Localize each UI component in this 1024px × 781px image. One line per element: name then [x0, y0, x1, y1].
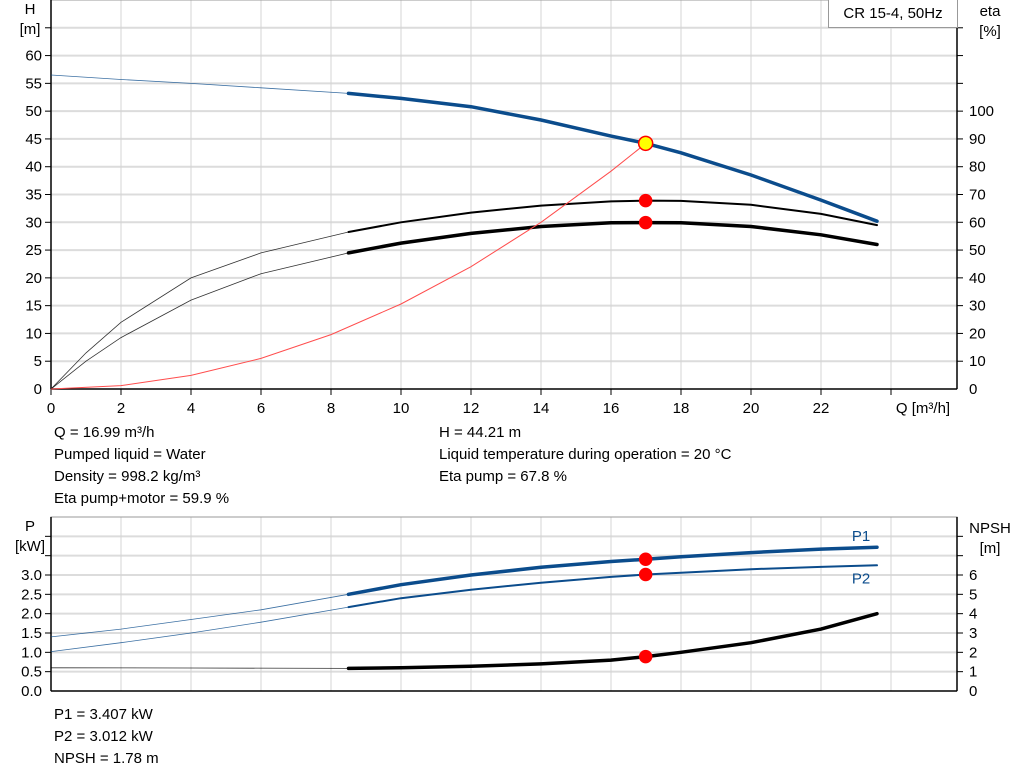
x-tick-label: 14 — [533, 400, 550, 417]
eta_pump_motor-curve — [346, 220, 879, 255]
p1-curve-label: P1 — [852, 528, 870, 545]
npsh-curve — [346, 611, 879, 671]
x-tick-label: 10 — [393, 400, 410, 417]
qh-right-tick-label: 90 — [969, 131, 986, 148]
power-left-axis-label: P — [25, 518, 35, 535]
qh-left-tick-label: 60 — [25, 48, 42, 65]
qh-left-tick-label: 10 — [25, 325, 42, 342]
x-tick-label: 12 — [463, 400, 480, 417]
power-right-axis-label: NPSH — [969, 520, 1011, 537]
qh-left-tick-label: 5 — [34, 353, 42, 370]
qh-left-tick-label: 50 — [25, 103, 42, 120]
qh-right-tick-label: 40 — [969, 270, 986, 287]
head-curve-extrapolated — [50, 74, 349, 94]
info-head: H = 44.21 m — [439, 424, 522, 441]
power-right-tick-label: 3 — [969, 625, 977, 642]
npsh-curve-extrapolated — [50, 667, 349, 669]
qh-left-tick-label: 30 — [25, 214, 42, 231]
qh-left-axis-label: [m] — [20, 21, 41, 38]
duty-point-marker — [638, 193, 653, 208]
power-left-tick-label: 0.5 — [21, 664, 42, 681]
qh-right-tick-label: 100 — [969, 103, 994, 120]
head-curve — [346, 91, 879, 223]
qh-right-tick-label: 30 — [969, 298, 986, 315]
x-axis-label: Q [m³/h] — [896, 400, 950, 417]
qh-left-tick-label: 35 — [25, 187, 42, 204]
x-tick-label: 0 — [47, 400, 55, 417]
power-left-axis-label: [kW] — [15, 538, 45, 555]
power-left-tick-label: 1.0 — [21, 644, 42, 661]
x-tick-label: 18 — [673, 400, 690, 417]
info-eta-pump: Eta pump = 67.8 % — [439, 468, 567, 485]
qh-right-tick-label: 0 — [969, 381, 977, 398]
p1-curve-extrapolated — [50, 593, 349, 638]
qh-right-tick-label: 60 — [969, 214, 986, 231]
eta_pump_motor-curve-extrapolated — [50, 252, 349, 390]
power-right-tick-label: 2 — [969, 644, 977, 661]
info-density: Density = 998.2 kg/m³ — [54, 468, 201, 485]
x-tick-label: 8 — [327, 400, 335, 417]
power-left-tick-label: 0.0 — [21, 683, 42, 700]
power-right-tick-label: 4 — [969, 606, 977, 623]
duty-point-marker — [638, 215, 653, 230]
p2-curve-label: P2 — [852, 570, 870, 587]
power-right-tick-label: 5 — [969, 586, 977, 603]
x-tick-label: 2 — [117, 400, 125, 417]
info-liquid: Pumped liquid = Water — [54, 446, 206, 463]
qh-left-tick-label: 55 — [25, 75, 42, 92]
qh-left-axis-label: H — [25, 1, 36, 18]
qh-left-tick-label: 15 — [25, 298, 42, 315]
power-left-tick-label: 3.0 — [21, 567, 42, 584]
qh-right-tick-label: 80 — [969, 159, 986, 176]
duty-point-marker — [638, 649, 653, 664]
qh-right-tick-label: 50 — [969, 242, 986, 259]
qh-left-tick-label: 25 — [25, 242, 42, 259]
pump-model-legend: CR 15-4, 50Hz — [828, 0, 958, 28]
duty-point-marker — [637, 135, 654, 152]
info-eta-total: Eta pump+motor = 59.9 % — [54, 490, 230, 507]
system-curve-line — [50, 142, 647, 390]
qh-right-tick-label: 20 — [969, 325, 986, 342]
power-left-tick-label: 2.5 — [21, 586, 42, 603]
qh-right-axis-label: eta — [980, 3, 1002, 20]
qh-left-tick-label: 45 — [25, 131, 42, 148]
duty-point-marker — [638, 552, 653, 567]
qh-left-tick-label: 0 — [34, 381, 42, 398]
qh-right-tick-label: 10 — [969, 353, 986, 370]
eta_pump-curve — [347, 199, 878, 233]
eta_pump-curve-extrapolated — [50, 231, 349, 390]
power-right-tick-label: 1 — [969, 664, 977, 681]
info-flow: Q = 16.99 m³/h — [54, 424, 155, 441]
power-right-tick-label: 6 — [969, 567, 977, 584]
x-tick-label: 20 — [743, 400, 760, 417]
power-left-tick-label: 2.0 — [21, 606, 42, 623]
power-right-tick-label: 0 — [969, 683, 977, 700]
qh-left-tick-label: 40 — [25, 159, 42, 176]
p2-curve — [347, 564, 878, 609]
p2-curve-extrapolated — [50, 606, 349, 652]
qh-right-tick-label: 70 — [969, 187, 986, 204]
p1-curve — [346, 545, 879, 597]
info-temperature: Liquid temperature during operation = 20… — [439, 446, 732, 463]
duty-point-marker — [638, 567, 653, 582]
power-left-tick-label: 1.5 — [21, 625, 42, 642]
info-npsh: NPSH = 1.78 m — [54, 750, 159, 767]
info-p1: P1 = 3.407 kW — [54, 706, 153, 723]
power-right-axis-label: [m] — [980, 540, 1001, 557]
x-tick-label: 22 — [813, 400, 830, 417]
qh-left-tick-label: 20 — [25, 270, 42, 287]
qh-right-axis-label: [%] — [979, 23, 1001, 40]
x-tick-label: 4 — [187, 400, 195, 417]
x-tick-label: 6 — [257, 400, 265, 417]
x-tick-label: 16 — [603, 400, 620, 417]
info-p2: P2 = 3.012 kW — [54, 728, 153, 745]
